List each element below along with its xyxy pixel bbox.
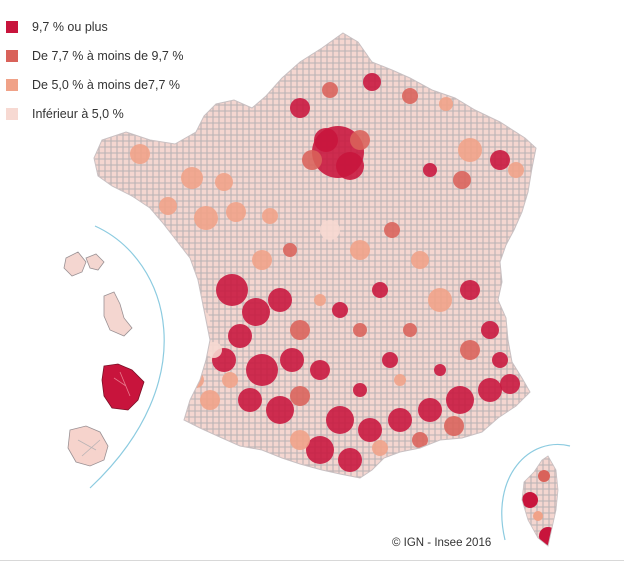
map-region-blob: [453, 171, 471, 189]
map-region-blob: [242, 298, 270, 326]
map-region-blob: [290, 386, 310, 406]
legend-item-mid-high: De 7,7 % à moins de 9,7 %: [6, 47, 183, 65]
map-region-blob: [478, 378, 502, 402]
map-region-blob: [252, 250, 272, 270]
map-region-blob: [353, 383, 367, 397]
map-region-blob: [290, 98, 310, 118]
map-region-blob: [280, 348, 304, 372]
map-region-blob: [492, 352, 508, 368]
corsica-inset-arc: [501, 443, 571, 541]
map-region-blob: [446, 386, 474, 414]
map-region-blob: [412, 432, 428, 448]
map-region-blob: [290, 320, 310, 340]
map-region-blob: [310, 360, 330, 380]
legend-swatch-mid-low: [6, 79, 18, 91]
map-region-blob: [460, 280, 480, 300]
map-region-blob: [434, 364, 446, 376]
map-region-blob: [353, 323, 367, 337]
map-region-blob: [322, 82, 338, 98]
legend-label-high: 9,7 % ou plus: [32, 20, 108, 34]
legend-label-low: Inférieur à 5,0 %: [32, 107, 124, 121]
map-region-blob: [159, 197, 177, 215]
map-region-blob: [226, 202, 246, 222]
bottom-divider: [0, 560, 624, 561]
map-region-blob: [238, 388, 262, 412]
map-region-blob: [302, 150, 322, 170]
map-region-blob: [481, 321, 499, 339]
map-region-blob: [222, 372, 238, 388]
legend-swatch-mid-high: [6, 50, 18, 62]
corsica: [521, 455, 559, 547]
map-region-blob: [350, 240, 370, 260]
legend-item-high: 9,7 % ou plus: [6, 18, 183, 36]
martinique: [103, 291, 133, 337]
legend-swatch-low: [6, 108, 18, 120]
guyane: [101, 363, 145, 411]
map-region-blob: [320, 220, 340, 240]
legend-item-low: Inférieur à 5,0 %: [6, 105, 183, 123]
map-region-blob: [394, 374, 406, 386]
copyright-credit: © IGN - Insee 2016: [392, 537, 492, 549]
map-region-blob: [388, 408, 412, 432]
map-region-blob: [336, 152, 364, 180]
map-region-blob: [326, 406, 354, 434]
overseas-inset-arc: [89, 225, 165, 489]
map-region-blob: [358, 418, 382, 442]
legend-swatch-high: [6, 21, 18, 33]
map-region-blob: [130, 144, 150, 164]
guadeloupe: [63, 251, 105, 277]
map-region-blob: [228, 324, 252, 348]
legend-item-mid-low: De 5,0 % à moins de7,7 %: [6, 76, 183, 94]
map-region-blob: [384, 222, 400, 238]
map-region-blob: [314, 128, 338, 152]
map-region-blob: [215, 173, 233, 191]
map-region-blob: [306, 436, 334, 464]
map-region-blob: [444, 416, 464, 436]
map-region-blob: [423, 163, 437, 177]
legend: 9,7 % ou plus De 7,7 % à moins de 9,7 % …: [6, 18, 183, 134]
map-region-blob: [508, 162, 524, 178]
map-region-blob: [428, 288, 452, 312]
map-region-blob: [403, 323, 417, 337]
map-region-blob: [458, 138, 482, 162]
map-region-blob: [372, 440, 388, 456]
map-region-blob: [283, 243, 297, 257]
map-region-blob: [411, 251, 429, 269]
map-region-blob: [206, 342, 222, 358]
map-region-blob: [382, 352, 398, 368]
map-region-blob: [500, 374, 520, 394]
map-region-blob: [363, 73, 381, 91]
map-region-blob: [402, 88, 418, 104]
map-region-blob: [372, 282, 388, 298]
map-region-blob: [460, 340, 480, 360]
map-region-blob: [439, 97, 453, 111]
map-region-blob: [314, 294, 326, 306]
map-region-blob: [262, 208, 278, 224]
map-region-blob: [216, 274, 248, 306]
map-region-blob: [290, 430, 310, 450]
map-region-blob: [332, 302, 348, 318]
legend-label-mid-low: De 5,0 % à moins de7,7 %: [32, 78, 180, 92]
map-region-blob: [194, 206, 218, 230]
map-region-blob: [338, 448, 362, 472]
map-region-blob: [181, 167, 203, 189]
map-region-blob: [200, 390, 220, 410]
map-region-blob: [246, 354, 278, 386]
map-region-blob: [266, 396, 294, 424]
map-region-blob: [350, 130, 370, 150]
map-region-blob: [490, 150, 510, 170]
legend-label-mid-high: De 7,7 % à moins de 9,7 %: [32, 49, 184, 63]
map-region-blob: [418, 398, 442, 422]
map-region-blob: [268, 288, 292, 312]
